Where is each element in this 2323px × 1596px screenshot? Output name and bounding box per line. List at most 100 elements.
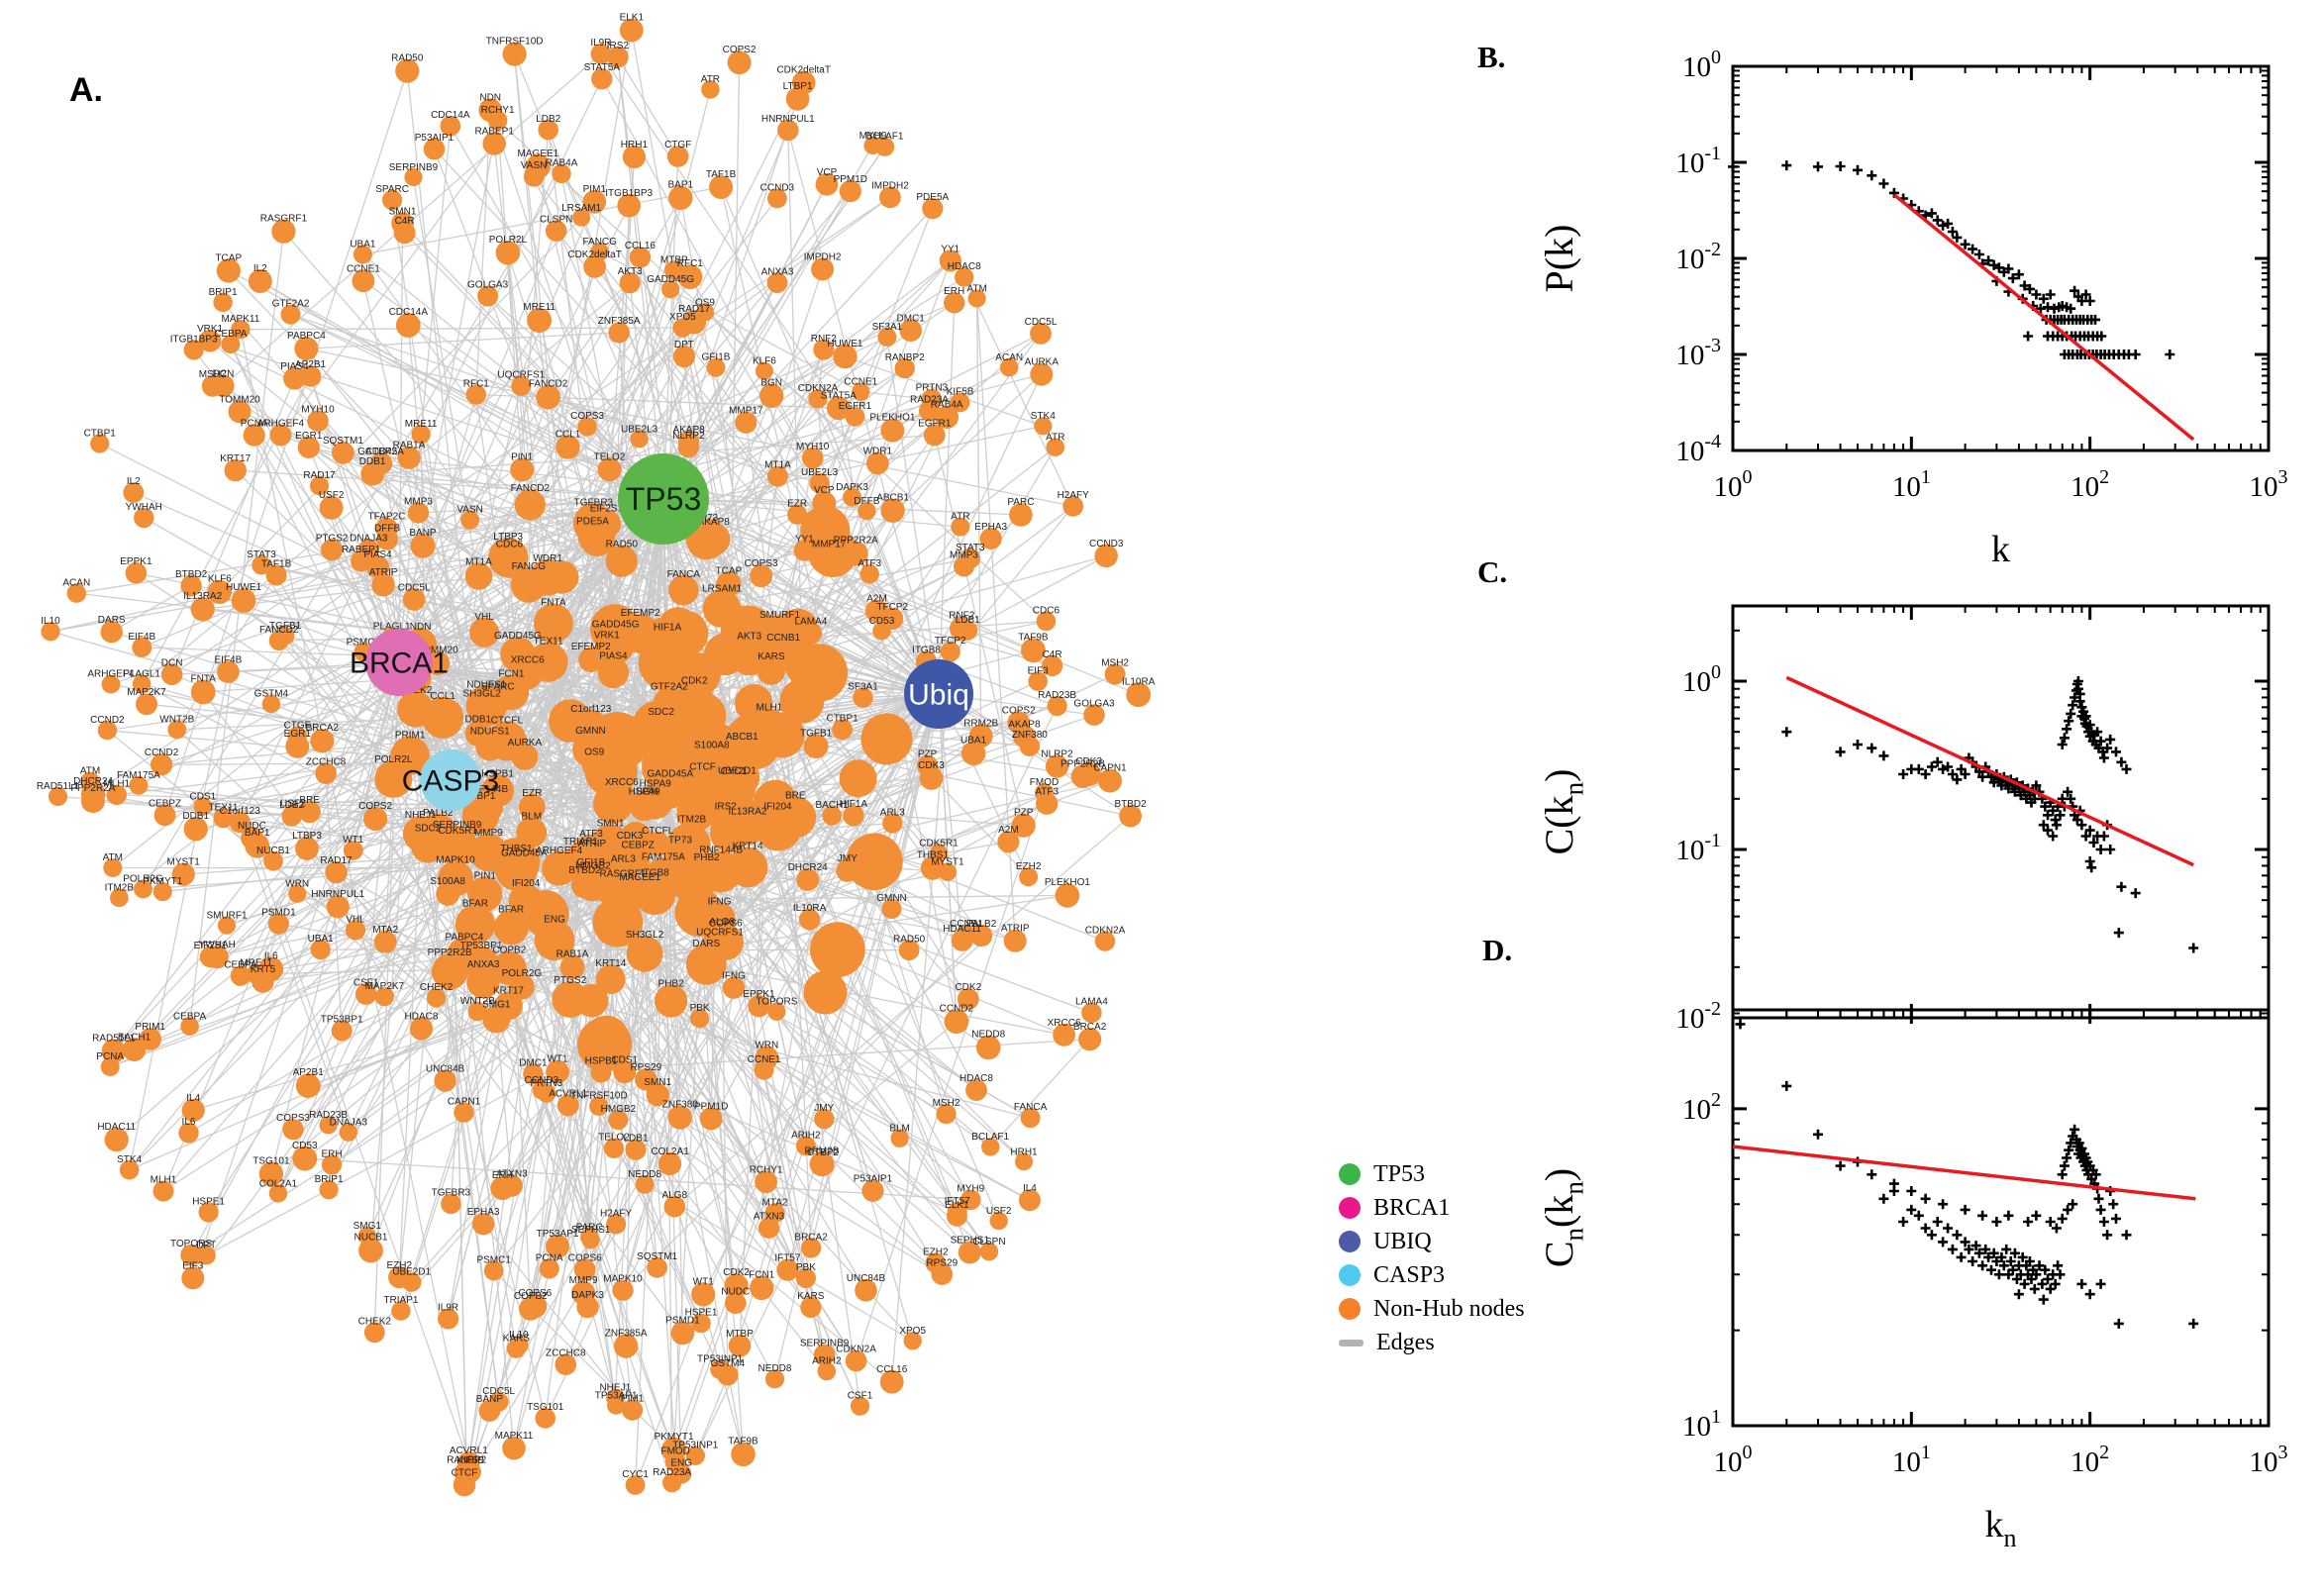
network-node [510,457,535,482]
network-node-label: HIF1A [654,622,682,633]
network-node-label: GMNN [876,893,907,904]
data-point [1980,1244,1991,1254]
network-node [653,687,686,721]
network-edge [474,779,1111,926]
data-point [1913,763,1924,774]
network-node-label: CDK2 [955,982,981,993]
network-node [331,1020,353,1042]
hub-ubiq: Ubiq [904,659,973,729]
network-node-label: BRCA2 [794,1232,828,1243]
tick-label: 10-1 [1675,830,1721,866]
network-node-label: EGR1 [284,729,312,740]
network-node-label: EIF4B [215,655,243,666]
network-node-label: TAF9B [1018,632,1049,643]
network-node [572,208,591,227]
network-core-node [860,713,913,765]
network-node-label: AKAP8 [698,517,731,528]
network-node-label: ANXA3 [761,266,794,277]
network-node-label: YWHAH [126,502,162,513]
network-node-label: ZNF380 [1012,730,1049,741]
network-node-label: UBE2D1 [718,765,757,776]
network-node [921,388,943,410]
network-node-label: AKT3 [737,631,761,642]
network-node-label: CCND2 [90,715,125,726]
network-node [365,555,390,579]
data-point [2026,1274,2037,1284]
network-node [460,510,480,530]
network-edge [142,302,955,648]
network-node-label: CCND2 [940,1004,974,1015]
network-edge [398,223,404,663]
network-node-label: FANCD2 [529,379,568,390]
network-node [595,964,626,994]
network-node [955,267,974,287]
network-node [465,384,486,405]
network-node [865,451,889,475]
network-node [397,446,421,469]
data-point [2084,1289,2095,1300]
data-point [2023,331,2034,342]
network-edge [463,955,515,1448]
network-node [483,1260,504,1281]
network-node [556,435,580,459]
network-node [382,189,403,211]
network-edge [434,149,940,695]
network-node-label: MYH10 [796,442,830,452]
network-node [701,80,720,99]
network-node-label: WRN [285,879,309,890]
network-node-label: KRT17 [493,986,524,997]
network-node [321,539,344,561]
network-node-label: RAD51L1 [92,1034,136,1045]
network-node [513,660,543,690]
data-point [2105,734,2116,745]
network-node-label: UBA1 [308,934,335,945]
network-node [664,260,684,280]
data-point [1906,1186,1917,1196]
network-node-label: MAPK10 [436,855,475,866]
network-node [552,980,589,1018]
network-node [119,1159,140,1180]
network-node-label: ALG8 [709,917,735,928]
network-node [939,249,961,272]
network-node [703,902,736,935]
network-node [261,694,281,714]
network-node [803,734,829,759]
network-node-label: RAD23B [309,1110,348,1121]
network-node [661,280,680,299]
network-node-label: RAD50 [606,540,639,550]
network-node-label: WDR1 [533,553,562,564]
network-node-label: NLRP2 [672,431,705,442]
network-node [614,1334,639,1358]
network-edge [361,253,664,500]
data-point [2013,1289,2024,1300]
network-node [859,564,879,584]
network-node-label: GSTM4 [254,689,289,700]
network-node [799,622,823,645]
network-node [464,720,491,748]
network-node-label: TP53INP1 [672,1441,719,1451]
network-edge [599,250,861,393]
data-point [1867,743,1877,753]
network-node [766,272,788,294]
network-node-label: ATF3 [1035,787,1059,798]
network-node-label: GADD45G [647,274,694,285]
network-node-label: GADD45G [494,631,542,642]
network-node-label: CDK2 [681,675,708,686]
data-point [1970,1241,1981,1251]
network-node [670,1321,695,1346]
network-edge [488,447,1057,1412]
network-node-label: CSF1 [354,977,379,988]
network-node [298,801,321,824]
network-edge [296,327,683,748]
network-node [608,322,630,344]
network-node-label: ELK1 [620,13,645,24]
network-node [607,46,629,68]
network-node-label: SMN1 [644,1077,671,1088]
data-point [1983,1251,1994,1262]
network-node [929,844,949,862]
network-node [935,405,959,430]
data-point [2009,1247,2020,1258]
network-node-label: HSPB1 [585,1056,618,1067]
network-node [950,392,970,413]
